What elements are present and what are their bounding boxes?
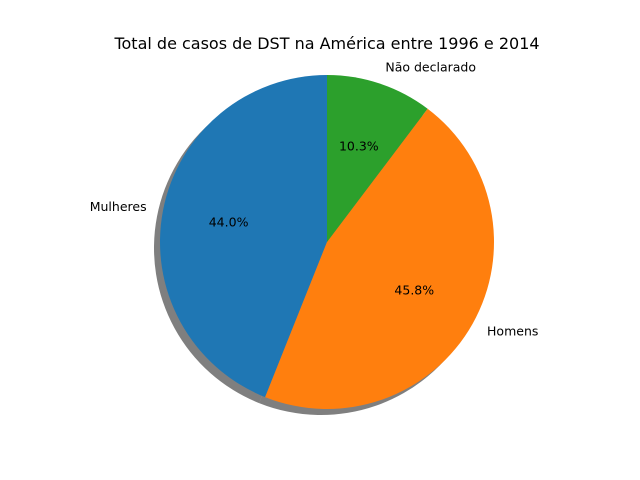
pct-label-homens: 45.8% [394,283,434,298]
slice-label-nao-declarado: Não declarado [385,59,476,74]
pie-slices [159,75,494,410]
slice-mulheres [159,75,327,398]
slice-label-mulheres: Mulheres [90,199,147,214]
chart-title: Total de casos de DST na América entre 1… [113,34,539,53]
pct-label-mulheres: 44.0% [209,215,249,230]
pie-labels: Mulheres 44.0% Homens 45.8% Não declarado 10.… [90,59,539,338]
slice-nao-declarado [327,75,428,242]
slice-label-homens: Homens [487,324,538,339]
slice-homens [265,108,494,410]
pct-label-nao-declarado: 10.3% [339,138,379,153]
